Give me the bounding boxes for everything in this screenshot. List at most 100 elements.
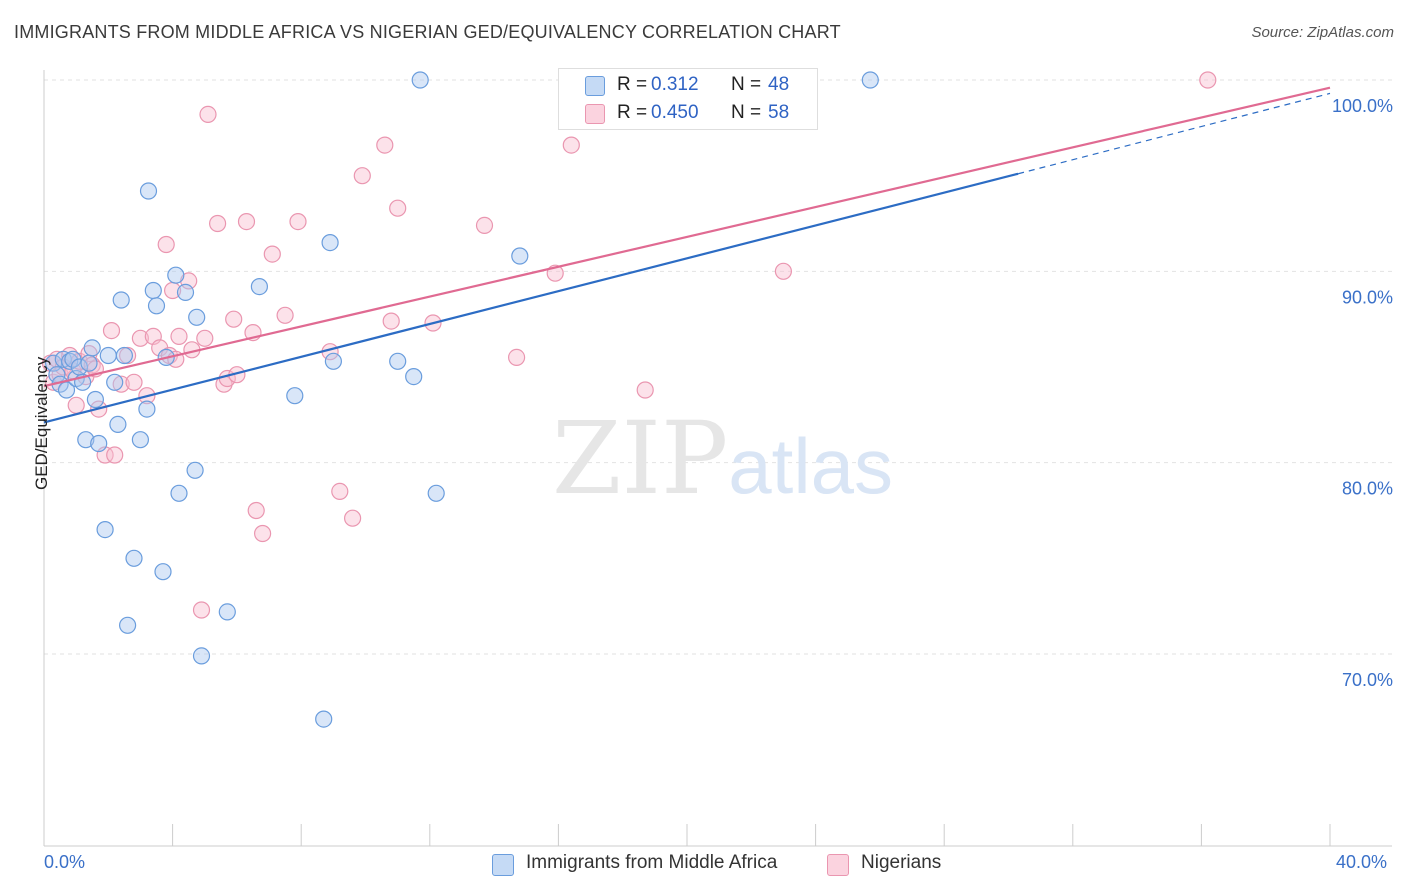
blue-point xyxy=(77,431,95,449)
blue-point xyxy=(96,520,114,539)
pink-point xyxy=(131,329,149,347)
y-tick-label: 80.0% xyxy=(1342,479,1393,499)
pink-point xyxy=(344,509,362,527)
blue-point xyxy=(131,431,149,449)
watermark-zip: ZIP xyxy=(552,400,729,517)
pink-point xyxy=(157,235,175,254)
watermark-atlas: atlas xyxy=(728,422,894,510)
pink-swatch xyxy=(585,104,605,124)
blue-point xyxy=(118,616,137,634)
blue-point xyxy=(83,339,101,357)
blue-point xyxy=(125,549,143,567)
blue-point xyxy=(112,291,130,309)
pink-point xyxy=(192,601,211,619)
pink-point xyxy=(636,381,654,399)
blue-point xyxy=(427,484,445,502)
pink-point xyxy=(389,199,407,217)
pink-point xyxy=(254,524,272,543)
pink-point xyxy=(507,348,526,366)
pink-point xyxy=(289,213,307,231)
r-value: 0.450 xyxy=(651,102,699,123)
series-name: Immigrants from Middle Africa xyxy=(526,852,778,873)
blue-point xyxy=(861,71,879,89)
pink-point xyxy=(67,396,85,414)
pink-point xyxy=(170,327,188,345)
blue-point xyxy=(167,266,185,284)
blue-point xyxy=(80,354,98,372)
pink-point xyxy=(774,262,793,280)
series-name: Nigerians xyxy=(861,852,942,873)
pink-point xyxy=(276,306,294,324)
watermark: ZIPatlas xyxy=(552,400,893,517)
x-tick-label-min: 0.0% xyxy=(44,852,86,872)
pink-point xyxy=(376,136,394,154)
blue-point xyxy=(115,346,134,365)
blue-point xyxy=(86,390,105,409)
y-tick-label: 100.0% xyxy=(1332,96,1393,116)
pink-point xyxy=(382,312,400,330)
blue-point xyxy=(405,368,423,386)
blue-point xyxy=(324,352,342,370)
blue-point xyxy=(109,415,127,433)
blue-point xyxy=(411,71,429,89)
pink-point xyxy=(353,167,371,185)
blue-point xyxy=(139,182,158,200)
blue-point xyxy=(147,297,166,315)
r-label: R = xyxy=(617,74,648,95)
pink-point xyxy=(562,136,580,154)
pink-point xyxy=(102,322,121,340)
source-label: Source: ZipAtlas.com xyxy=(1251,24,1394,41)
blue-point xyxy=(154,563,172,581)
pink-swatch xyxy=(827,854,849,876)
pink-point xyxy=(331,482,349,500)
pink-point xyxy=(209,214,227,233)
chart-title: IMMIGRANTS FROM MIDDLE AFRICA VS NIGERIA… xyxy=(14,22,841,42)
blue-point xyxy=(315,710,333,728)
blue-point xyxy=(99,346,117,365)
n-value: 58 xyxy=(768,102,790,123)
blue-swatch xyxy=(492,854,514,876)
pink-point xyxy=(196,329,214,347)
pink-point xyxy=(106,446,124,464)
blue-point xyxy=(250,278,268,296)
r-label: R = xyxy=(617,102,648,123)
blue-point xyxy=(170,484,188,502)
pink-point xyxy=(125,373,143,391)
r-value: 0.312 xyxy=(651,74,699,95)
pink-point xyxy=(237,213,256,231)
blue-point xyxy=(138,400,156,418)
n-label: N = xyxy=(731,102,762,123)
pink-point xyxy=(475,216,494,234)
y-axis-label: GED/Equivalency xyxy=(32,356,51,490)
pink-point xyxy=(247,501,265,520)
blue-point xyxy=(511,247,529,265)
blue-point xyxy=(90,434,108,453)
blue-point xyxy=(144,281,162,300)
blue-point xyxy=(106,373,124,391)
blue-trendline xyxy=(43,172,1019,424)
n-value: 48 xyxy=(768,74,790,95)
pink-point xyxy=(1199,71,1217,89)
pink-trendline xyxy=(43,86,1331,388)
y-tick-label: 90.0% xyxy=(1342,287,1393,307)
x-tick-label-max: 40.0% xyxy=(1336,852,1388,872)
blue-point xyxy=(192,647,211,665)
blue-point xyxy=(54,350,72,368)
blue-point xyxy=(188,308,206,326)
pink-point xyxy=(112,375,130,393)
blue-trendline-extension xyxy=(1017,92,1331,175)
blue-swatch xyxy=(585,76,605,96)
blue-point xyxy=(389,352,407,370)
blue-point xyxy=(321,234,339,252)
y-tick-label: 70.0% xyxy=(1342,670,1393,690)
blue-point xyxy=(218,603,236,621)
blue-point xyxy=(176,283,195,301)
pink-point xyxy=(199,105,217,124)
pink-point xyxy=(225,310,243,328)
stats-legend: R = 0.312 N = 48 R = 0.450 N = 58 xyxy=(558,68,818,130)
pink-point xyxy=(263,245,281,263)
n-label: N = xyxy=(731,74,762,95)
blue-point xyxy=(186,461,204,479)
